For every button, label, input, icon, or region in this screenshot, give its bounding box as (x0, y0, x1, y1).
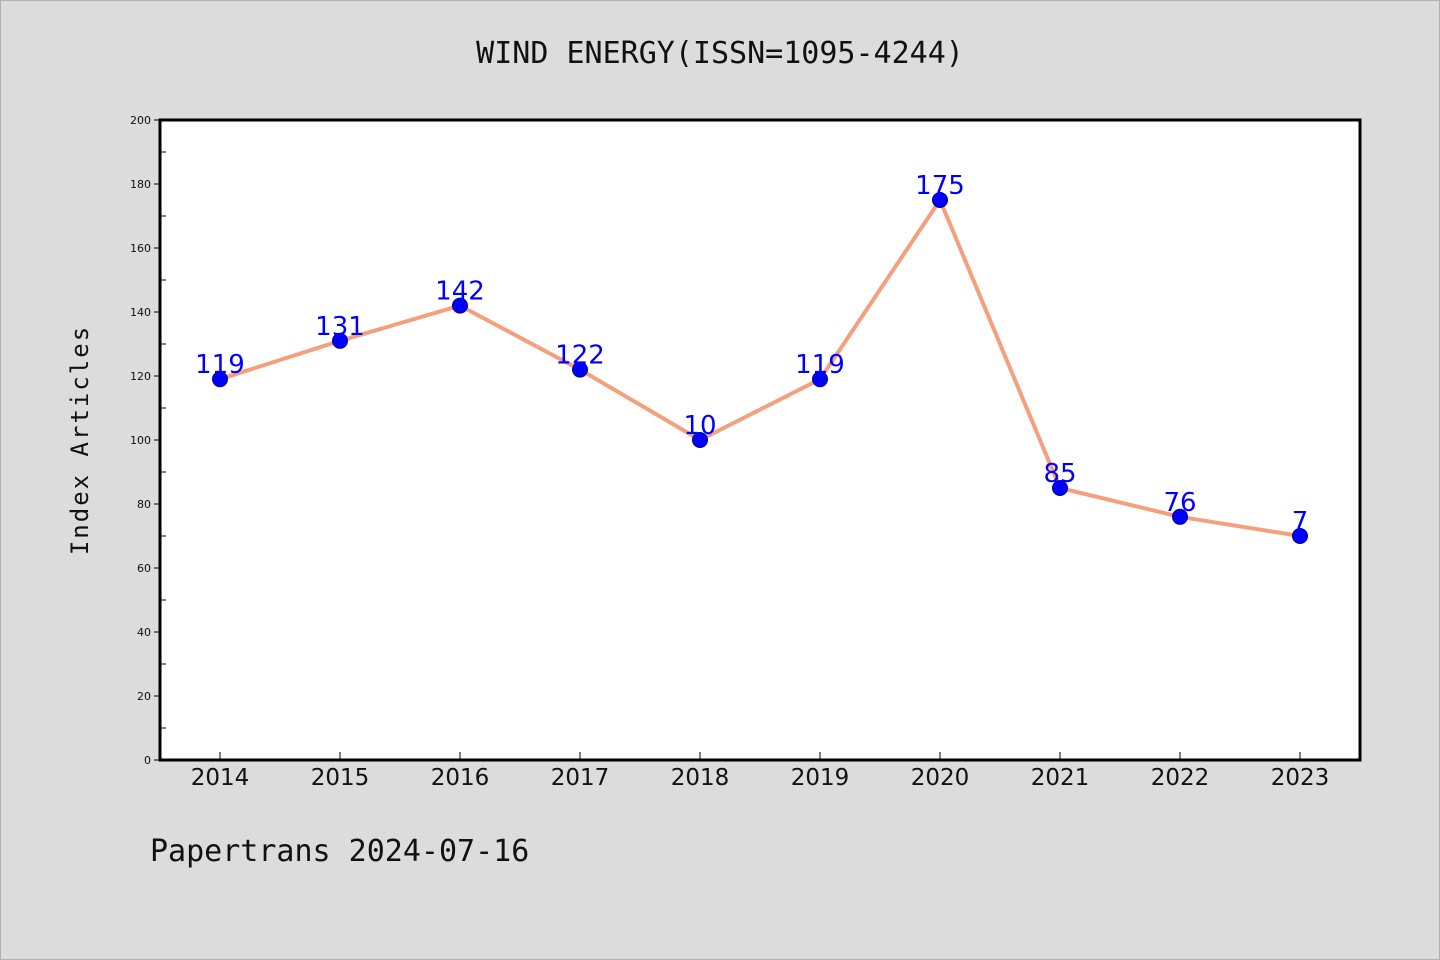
data-point (1292, 528, 1308, 544)
footer-credit: Papertrans 2024-07-16 (150, 834, 530, 869)
x-tick-label: 2016 (431, 765, 490, 791)
data-label: 119 (795, 350, 845, 380)
data-point (452, 297, 468, 314)
y-tick-label: 140 (130, 306, 151, 319)
chart-title: WIND ENERGY(ISSN=1095-4244) (476, 36, 964, 71)
x-axis: 2014 2015 2016 2017 2018 2019 2020 2021 2022 2023 (191, 752, 1330, 791)
y-tick-label: 100 (130, 434, 151, 447)
y-tick-label: 20 (137, 690, 151, 703)
data-point (932, 192, 948, 208)
plot-area (158, 118, 1362, 762)
data-label: 10 (683, 411, 716, 441)
x-tick-label: 2021 (1031, 765, 1090, 791)
data-label: 142 (435, 277, 485, 307)
data-label: 85 (1043, 459, 1076, 489)
x-tick-label: 2022 (1151, 765, 1210, 791)
data-point (572, 361, 588, 378)
x-tick-label: 2020 (911, 765, 970, 791)
data-label: 7 (1292, 507, 1309, 537)
y-tick-label: 200 (130, 114, 151, 127)
y-tick-label: 60 (137, 562, 151, 575)
data-label: 119 (195, 350, 245, 380)
data-point (332, 332, 348, 349)
data-labels: 119 131 142 122 10 119 175 85 76 7 (195, 171, 1308, 537)
x-tick-label: 2017 (551, 765, 610, 791)
series-line-group (219, 198, 1301, 538)
data-points (212, 192, 1308, 544)
x-tick-label: 2023 (1271, 765, 1330, 791)
data-label: 131 (315, 312, 365, 342)
x-tick-label: 2018 (671, 765, 730, 791)
data-point (1172, 508, 1188, 525)
y-axis: 0 20 40 60 80 100 120 140 160 180 200 (130, 114, 166, 767)
x-tick-label: 2019 (791, 765, 850, 791)
y-tick-label: 40 (137, 626, 151, 639)
x-tick-label: 2015 (311, 765, 370, 791)
y-tick-label: 120 (130, 370, 151, 383)
data-label: 76 (1163, 488, 1196, 518)
x-tick-label: 2014 (191, 765, 250, 791)
y-tick-label: 180 (130, 178, 151, 191)
y-tick-label: 0 (144, 754, 151, 767)
data-point (212, 371, 228, 388)
data-label: 122 (555, 341, 605, 371)
data-point (692, 432, 708, 448)
data-label: 175 (915, 171, 965, 201)
y-tick-label: 160 (130, 242, 151, 255)
data-point (1052, 480, 1068, 496)
data-point (812, 371, 828, 388)
series-line (219, 198, 1301, 538)
y-tick-label: 80 (137, 498, 151, 511)
